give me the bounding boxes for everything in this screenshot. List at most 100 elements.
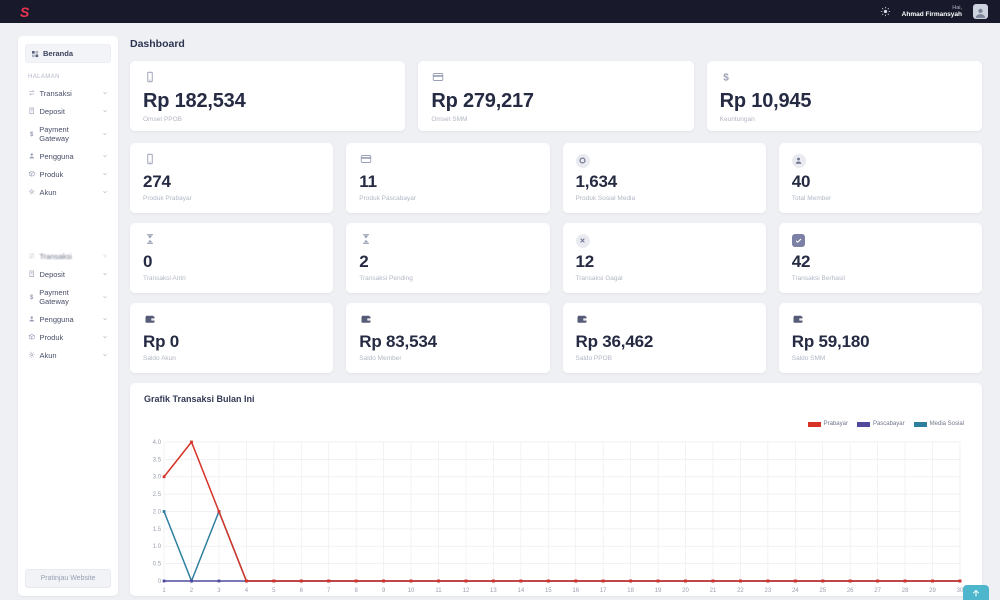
stat-card-produk-prabayar: 274 Produk Prabayar [130, 143, 334, 213]
x-circle-icon [575, 233, 590, 248]
chevron-down-icon [102, 294, 108, 300]
app-logo[interactable]: S [20, 3, 30, 20]
legend-label: Media Sosial [929, 421, 964, 427]
stat-value: 12 [575, 252, 595, 271]
chevron-down-icon [102, 334, 108, 340]
hourglass-icon [143, 233, 156, 246]
sidebar-item-payment-gateway-2[interactable]: Payment Gateway [25, 283, 111, 310]
stat-card-saldo-member: Rp 83,534 Saldo Member [346, 303, 550, 373]
transactions-line-chart: 1 2 3 4 5 6 7 8 9 10 11 12 13 14 15 16 17 18 19 20 21 22 23 24 2… [144, 436, 968, 596]
summary-label: Keuntungan [719, 115, 755, 123]
svg-text:19: 19 [655, 588, 662, 594]
arrow-up-icon [971, 588, 981, 598]
stat-label: Saldo Member [359, 354, 402, 362]
person-icon [974, 6, 987, 19]
sidebar-item-label: Produk [39, 332, 64, 342]
chart-legend: Prabayar Pascabayar Media Sosial [807, 421, 964, 427]
sidebar-section-label: HALAMAN [28, 74, 60, 80]
preview-website-button[interactable]: Pratinjau Website [25, 569, 111, 588]
summary-value: Rp 182,534 [143, 90, 246, 112]
sidebar-item-label: Pengguna [39, 314, 74, 324]
legend-item: Media Sosial [913, 421, 964, 427]
sidebar-item-label: Deposit [39, 106, 65, 116]
smartphone-icon [143, 71, 156, 84]
stat-card-saldo-ppob: Rp 36,462 Saldo PPOB [562, 303, 766, 373]
avatar[interactable] [973, 4, 988, 19]
svg-text:4.0: 4.0 [153, 440, 162, 446]
sidebar-item-produk-2[interactable]: Produk [25, 328, 111, 346]
stat-value: 1,634 [575, 172, 618, 191]
sidebar-item-akun-2[interactable]: Akun [25, 346, 111, 364]
sidebar: Beranda HALAMAN Transaksi Deposit Paymen… [18, 36, 118, 596]
stat-value: 274 [143, 172, 171, 191]
stat-value: 2 [359, 252, 369, 271]
sun-icon [880, 6, 891, 17]
stat-label: Saldo Akun [143, 354, 176, 362]
legend-label: Prabayar [823, 421, 848, 427]
stat-card-transaksi-pending: 2 Transaksi Pending [346, 223, 550, 293]
stat-card-saldo-akun: Rp 0 Saldo Akun [130, 303, 334, 373]
smartphone-icon [143, 153, 156, 166]
user-icon [28, 152, 36, 160]
sidebar-item-produk[interactable]: Produk [25, 165, 111, 183]
chevron-down-icon [102, 352, 108, 358]
theme-toggle-button[interactable] [880, 6, 891, 17]
svg-text:22: 22 [737, 588, 744, 594]
swap-icon [28, 89, 36, 97]
scroll-top-button[interactable] [963, 585, 989, 600]
sidebar-item-pengguna[interactable]: Pengguna [25, 147, 111, 165]
greeting-text: Hai, [952, 4, 962, 11]
stat-card-transaksi-gagal: 12 Transaksi Gagal [562, 223, 766, 293]
svg-text:6: 6 [300, 588, 304, 594]
stat-label: Saldo SMM [791, 354, 826, 362]
svg-text:0: 0 [158, 579, 162, 585]
user-icon [28, 315, 36, 323]
stat-label: Transaksi Antri [143, 274, 186, 282]
sidebar-item-transaksi-2[interactable]: Transaksi [25, 247, 111, 265]
summary-value: Rp 10,945 [719, 90, 812, 112]
stat-label: Produk Pascabayar [359, 194, 416, 202]
chevron-down-icon [102, 131, 108, 137]
sidebar-item-deposit[interactable]: Deposit [25, 102, 111, 120]
swap-icon [28, 252, 36, 260]
stat-label: Transaksi Pending [359, 274, 413, 282]
sidebar-item-beranda[interactable]: Beranda [25, 44, 111, 63]
stat-label: Transaksi Gagal [575, 274, 623, 282]
dollar-icon [28, 130, 35, 138]
user-icon [791, 153, 806, 168]
chevron-down-icon [102, 108, 108, 114]
svg-text:3: 3 [217, 588, 221, 594]
svg-text:1.0: 1.0 [153, 544, 162, 550]
legend-item: Prabayar [807, 421, 848, 427]
svg-text:24: 24 [792, 588, 799, 594]
credit-card-icon [431, 71, 444, 84]
stat-value: Rp 59,180 [791, 332, 870, 351]
sidebar-item-payment-gateway[interactable]: Payment Gateway [25, 120, 111, 147]
grid-icon [31, 50, 39, 58]
stat-label: Produk Prabayar [143, 194, 192, 202]
chevron-down-icon [102, 90, 108, 96]
svg-text:29: 29 [929, 588, 936, 594]
svg-text:26: 26 [847, 588, 854, 594]
svg-text:21: 21 [710, 588, 717, 594]
svg-text:10: 10 [408, 588, 415, 594]
svg-text:28: 28 [902, 588, 909, 594]
sidebar-item-label: Payment Gateway [39, 287, 69, 306]
stat-card-transaksi-berhasil: 42 Transaksi Berhasil [778, 223, 982, 293]
topbar: S Hai, Ahmad Firmansyah [0, 0, 1000, 23]
summary-label: Omset PPOB [143, 115, 183, 123]
sidebar-item-label: Beranda [43, 49, 74, 58]
summary-card-omset-smm: Rp 279,217 Omset SMM [418, 61, 694, 131]
sidebar-item-akun[interactable]: Akun [25, 183, 111, 201]
stat-label: Produk Sosial Media [575, 194, 636, 202]
svg-text:27: 27 [874, 588, 881, 594]
stat-label: Transaksi Berhasil [791, 274, 845, 282]
sidebar-item-transaksi[interactable]: Transaksi [25, 84, 111, 102]
stat-value: 42 [791, 252, 811, 271]
stat-label: Total Member [791, 194, 832, 202]
svg-text:25: 25 [819, 588, 826, 594]
sidebar-item-deposit-2[interactable]: Deposit [25, 265, 111, 283]
sidebar-item-pengguna-2[interactable]: Pengguna [25, 310, 111, 328]
stat-card-total-member: 40 Total Member [778, 143, 982, 213]
chevron-down-icon [102, 171, 108, 177]
